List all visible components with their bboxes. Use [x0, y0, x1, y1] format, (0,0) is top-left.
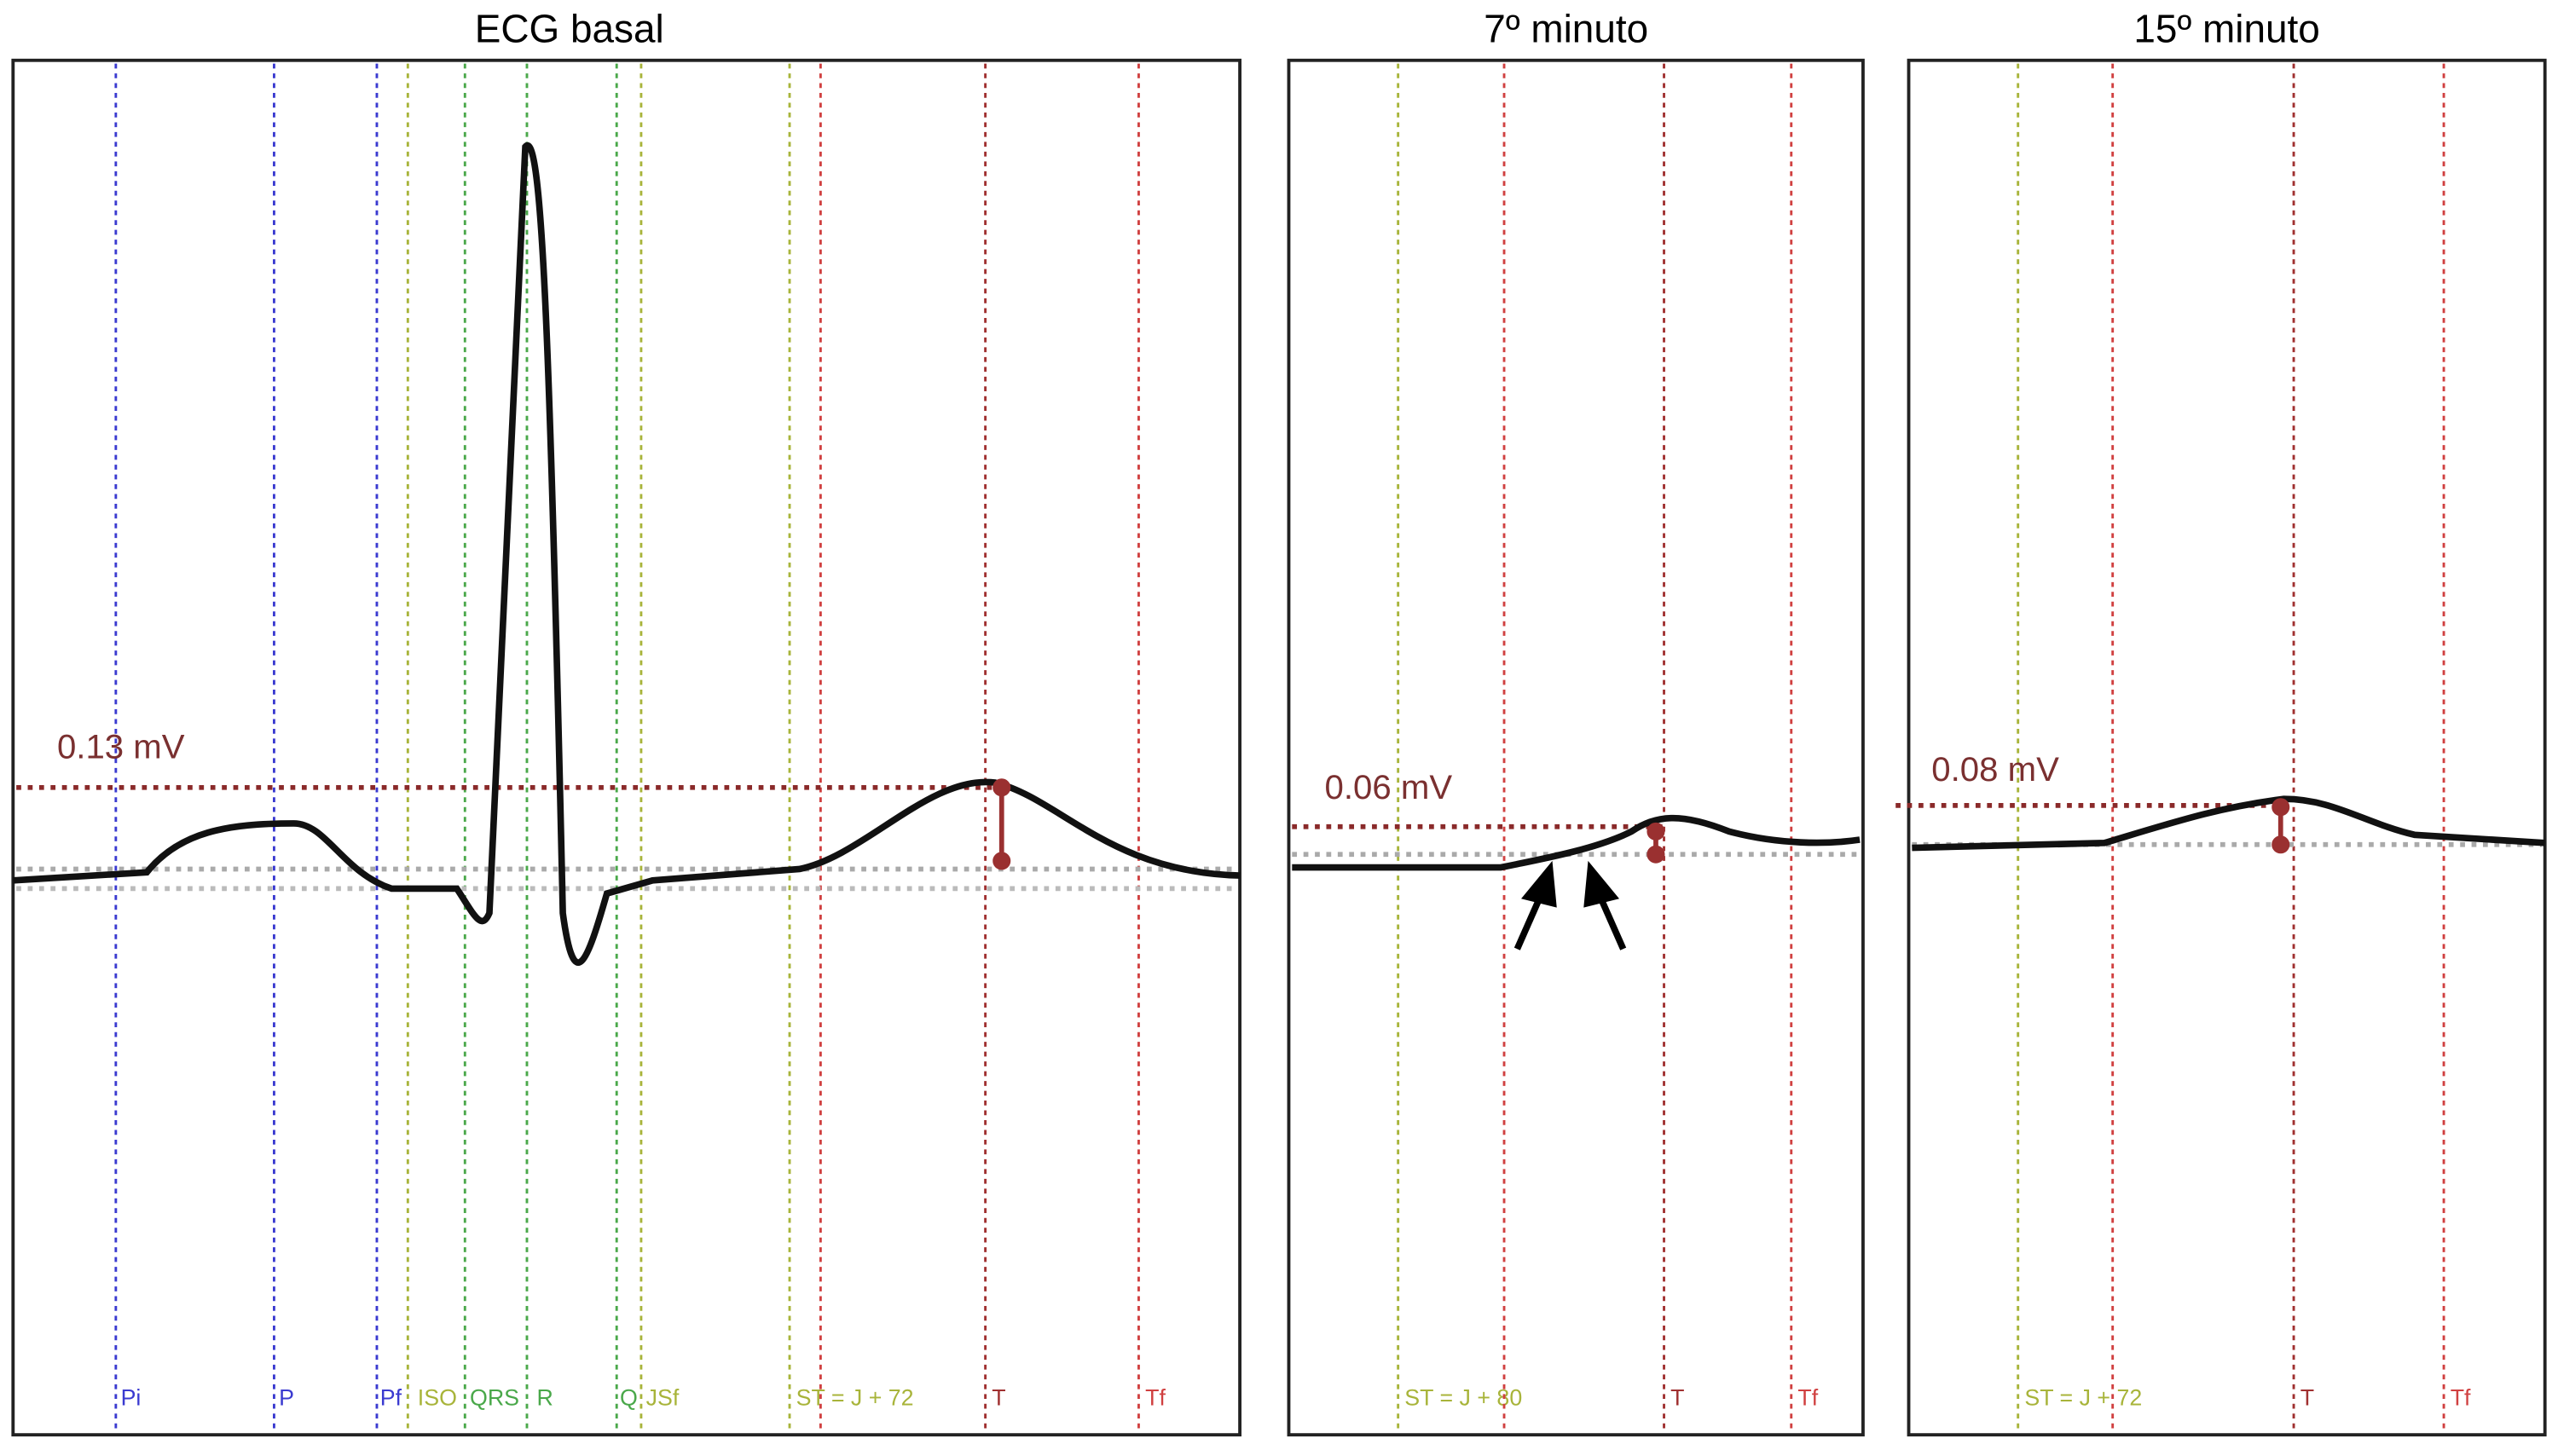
marker-label: ST = J + 80 [1404, 1385, 1522, 1411]
marker-label: Tf [1797, 1385, 1818, 1411]
marker-label: Pf [380, 1385, 402, 1411]
panel-frame [1907, 58, 2547, 1437]
marker-label: T [992, 1385, 1005, 1411]
measurement-label: 0.06 mV [1325, 768, 1453, 806]
amplitude-dot [1646, 845, 1665, 864]
marker-label: T [2300, 1385, 2314, 1411]
amplitude-dot [993, 778, 1011, 797]
marker-label: Pi [121, 1385, 142, 1411]
amplitude-dot [1646, 822, 1665, 841]
measurement-label: 0.08 mV [1931, 750, 2059, 789]
marker-label: Q [620, 1385, 638, 1411]
panel-title: ECG basal [475, 7, 664, 51]
panel-title: 15º minuto [2133, 7, 2319, 51]
amplitude-dot [993, 852, 1011, 870]
measurement-label: 0.13 mV [57, 727, 185, 766]
marker-label: R [536, 1385, 553, 1411]
arrows [1513, 860, 1627, 950]
marker-label: P [279, 1385, 294, 1411]
ecg-trace [13, 142, 1241, 966]
panel-frame [11, 58, 1241, 1437]
marker-label: ST = J + 72 [796, 1385, 914, 1411]
marker-layer: Pi P Pf ISO QRS R Q JSf ST = J + 72 T Tf ST = J + 8… [114, 63, 2471, 1432]
marker-label: Tf [1145, 1385, 1166, 1411]
arrow-head [1583, 860, 1620, 908]
amplitude-dot [2272, 798, 2290, 817]
panel-frame [1287, 58, 1865, 1437]
marker-label: QRS [470, 1385, 519, 1411]
amplitude-dot [2272, 835, 2290, 854]
panel-title: 7º minuto [1484, 7, 1648, 51]
marker-label: T [1670, 1385, 1684, 1411]
marker-label: Tf [2451, 1385, 2471, 1411]
arrow-head [1521, 860, 1557, 908]
amplitude-markers [993, 778, 2290, 870]
marker-label: ST = J + 72 [2024, 1385, 2142, 1411]
marker-label: ISO [418, 1385, 457, 1411]
marker-label: JSf [646, 1385, 680, 1411]
ecg-trace [1292, 814, 1861, 871]
